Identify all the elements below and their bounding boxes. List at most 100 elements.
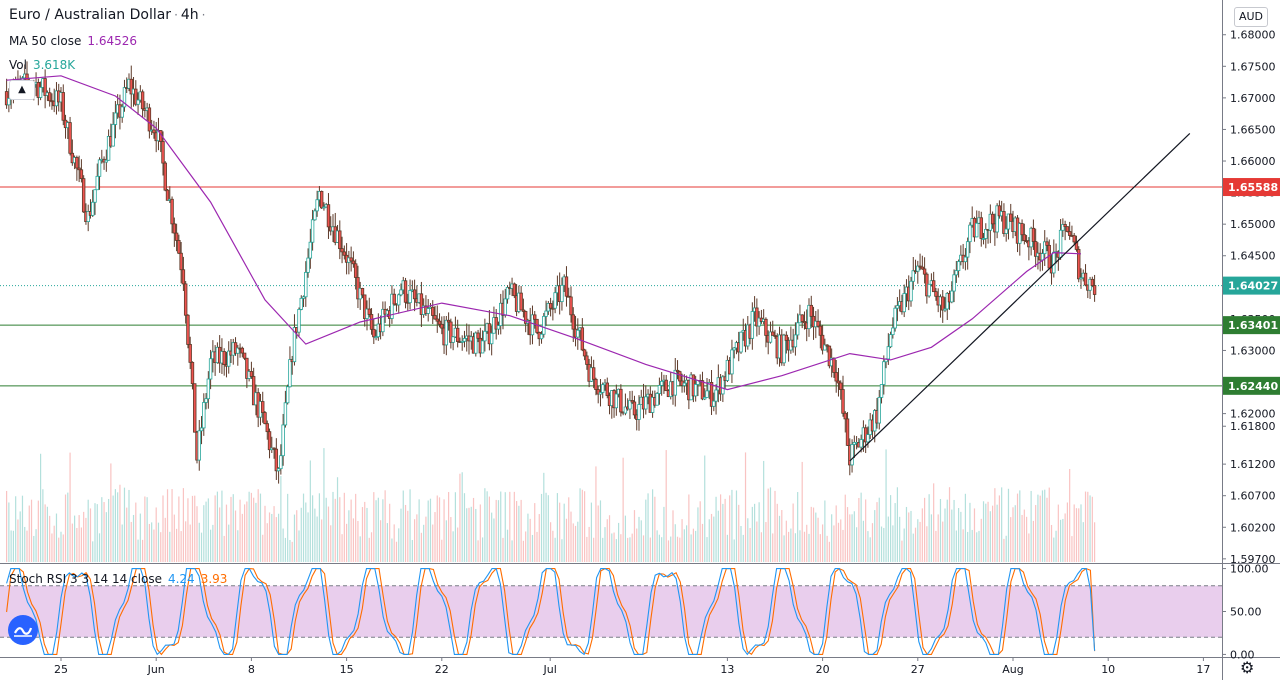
candle-body [984, 228, 988, 239]
volume-bar [316, 516, 318, 562]
volume-bar [380, 520, 382, 562]
volume-bar [74, 515, 76, 562]
trendline[interactable] [849, 132, 1191, 462]
volume-bar [123, 487, 126, 562]
volume-bar [454, 492, 456, 562]
volume-bar [713, 516, 715, 562]
volume-histogram [6, 448, 1096, 562]
volume-bar [432, 524, 434, 562]
volume-bar [1023, 509, 1025, 562]
volume-bar [783, 535, 785, 562]
volume-bar [1003, 538, 1005, 562]
candle-body [818, 325, 823, 336]
candle-body [605, 382, 609, 396]
volume-bar [427, 500, 429, 562]
volume-bar [788, 531, 790, 562]
volume-bar [382, 499, 384, 562]
volume-bar [903, 528, 905, 562]
volume-bar [230, 496, 232, 562]
volume-bar [574, 525, 577, 562]
volume-bar [395, 541, 398, 562]
candle-body [675, 369, 680, 373]
candle-body [308, 241, 313, 259]
tradingview-logo[interactable] [8, 615, 38, 645]
volume-bar [357, 520, 359, 562]
volume-bar [42, 489, 44, 562]
volume-bar [747, 518, 749, 562]
volume-bar [545, 492, 547, 562]
volume-bar [645, 499, 647, 562]
candle-body [285, 386, 290, 404]
candle-body [644, 396, 648, 410]
volume-bar [400, 508, 402, 562]
volume-bar [758, 502, 760, 562]
volume-bar [971, 529, 973, 562]
symbol-legend[interactable]: Euro / Australian Dollar · 4h · [9, 7, 206, 23]
volume-bar [96, 504, 98, 562]
volume-bar [865, 499, 867, 562]
volume-bar [1066, 502, 1068, 562]
volume-bar [624, 515, 626, 562]
stoch-k-line[interactable] [6, 568, 1096, 656]
volume-bar [191, 495, 194, 562]
stoch-rsi-pane[interactable]: 100.00 50.00 0.00 [0, 563, 1269, 662]
time-axis[interactable]: 25 Jun 8 15 22 Jul 13 20 27 Aug 10 17 [54, 657, 1210, 676]
volume-bar [200, 532, 203, 562]
candle-body [823, 344, 827, 351]
candle-body [836, 380, 841, 384]
volume-bar [763, 460, 765, 562]
candle-body [1072, 235, 1076, 243]
volume-bar [62, 534, 64, 562]
volume-bar [375, 500, 377, 562]
volume-bar [271, 513, 273, 562]
volume-bar [615, 539, 617, 562]
volume-bar [438, 497, 441, 562]
volume-bar [586, 536, 588, 562]
candle-body [326, 204, 331, 228]
volume-bar [833, 525, 835, 562]
volume-bar [448, 492, 450, 562]
volume-bar [985, 503, 987, 562]
volume-bar [699, 501, 701, 562]
candle-body [338, 230, 342, 250]
currency-button[interactable]: AUD [1234, 7, 1268, 27]
stoch-legend[interactable]: Stoch RSI 3 3 14 14 close 4.24 3.93 [9, 572, 227, 586]
volume-bar [280, 476, 282, 562]
volume-bar [203, 505, 205, 562]
ma50-line[interactable] [6, 75, 1082, 391]
volume-bar [151, 522, 153, 562]
candle-body [941, 296, 945, 311]
candle-body [222, 351, 226, 365]
volume-bar [1028, 533, 1030, 562]
volume-bar [563, 503, 565, 562]
volume-bar [536, 531, 538, 562]
volume-bar [259, 493, 262, 562]
volume-bar [189, 524, 191, 562]
candle-body [700, 380, 705, 400]
candlestick-series[interactable] [4, 61, 1097, 484]
vol-legend[interactable]: Vol 3.618K [9, 58, 75, 72]
interval-label: 4h [180, 7, 199, 23]
volume-bar [672, 510, 674, 562]
volume-bar [525, 531, 527, 562]
candle-body [267, 431, 272, 451]
volume-bar [926, 526, 928, 562]
candle-body [918, 265, 922, 268]
collapse-legend-button[interactable]: ▲ [9, 80, 35, 100]
volume-bar [797, 492, 799, 562]
volume-bar [289, 539, 291, 562]
volume-bar [946, 499, 948, 562]
volume-bar [1071, 536, 1073, 562]
volume-bar [87, 499, 89, 562]
gear-icon[interactable]: ⚙ [1240, 658, 1255, 677]
volume-bar [130, 521, 132, 562]
ma-legend[interactable]: MA 50 close 1.64526 [9, 34, 137, 48]
volume-bar [1089, 495, 1091, 562]
volume-bar [364, 501, 366, 562]
candle-body [632, 401, 637, 416]
candle-body [306, 257, 310, 273]
candle-body [1009, 213, 1013, 222]
volume-bar [606, 519, 608, 562]
